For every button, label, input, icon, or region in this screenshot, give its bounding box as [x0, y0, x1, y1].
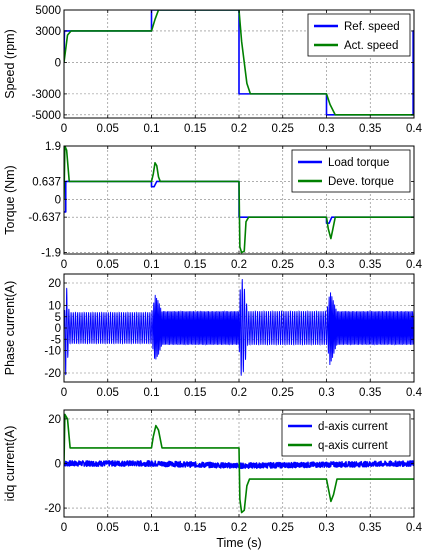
y-tick-label: 0	[55, 323, 61, 335]
x-tick-label: 0	[61, 259, 67, 271]
x-tick-label: 0.15	[184, 259, 206, 271]
x-tick-label: 0.4	[406, 259, 423, 271]
y-tick-label: -1.9	[41, 248, 61, 260]
y-tick-label: 0	[55, 459, 61, 471]
y-tick-label: -20	[44, 503, 61, 515]
x-tick-label: 0.05	[97, 522, 119, 534]
legend: d-axis current q-axis current	[281, 413, 411, 457]
plot-data	[64, 146, 414, 254]
x-tick-label: 0.25	[272, 259, 294, 271]
x-tick-label: 0.4	[406, 522, 423, 534]
x-tick-label: 0.4	[406, 387, 423, 399]
x-tick-label: 0.35	[359, 259, 381, 271]
legend-box	[281, 413, 411, 457]
y-tick-label: -5	[51, 334, 61, 346]
x-tick-label: 0.2	[231, 522, 247, 534]
y-tick-label: -3000	[32, 89, 61, 101]
series-line-2	[64, 146, 414, 254]
x-tick-label: 0.2	[231, 259, 247, 271]
legend-box	[307, 13, 411, 57]
plot-data	[64, 413, 414, 514]
y-axis-label: Speed (rpm)	[3, 29, 17, 98]
legend: Ref. speed Act. speed	[307, 13, 411, 57]
y-tick-label: 5000	[35, 5, 61, 17]
y-axis-label: Phase current(A)	[3, 281, 17, 375]
x-tick-label: 0	[61, 522, 67, 534]
x-tick-label: 0.05	[97, 387, 119, 399]
x-tick-label: 0.35	[359, 387, 381, 399]
y-tick-label: -5000	[32, 110, 61, 122]
legend-label-2: Act. speed	[344, 40, 398, 52]
legend-label-1: Ref. speed	[344, 21, 400, 33]
x-tick-label: 0.35	[359, 123, 381, 135]
x-tick-label: 0.3	[319, 387, 335, 399]
y-tick-label: 1.9	[45, 141, 61, 153]
y-tick-label: -10	[44, 346, 61, 358]
x-tick-label: 0.3	[319, 522, 335, 534]
x-tick-label: 0.05	[97, 259, 119, 271]
x-tick-label: 0.25	[272, 123, 294, 135]
y-tick-label: -20	[44, 368, 61, 380]
x-tick-label: 0	[61, 387, 67, 399]
x-tick-label: 0.4	[406, 123, 423, 135]
legend-label-2: Deve. torque	[328, 176, 394, 188]
x-tick-label: 0.35	[359, 522, 381, 534]
x-tick-label: 0.15	[184, 522, 206, 534]
legend-label-1: Load torque	[328, 157, 389, 169]
x-tick-label: 0.1	[144, 522, 160, 534]
x-tick-label: 0.2	[231, 123, 247, 135]
y-tick-label: 3000	[35, 26, 61, 38]
x-tick-label: 0	[61, 123, 67, 135]
chart-panel-2: 0 0.05 0.1 0.15 0.2 0.25 0.3 0.35 0.4 -1.9 -0.637 0…	[3, 141, 423, 271]
x-tick-label: 0.25	[272, 387, 294, 399]
legend-label-2: q-axis current	[318, 440, 388, 452]
x-tick-label: 0.3	[319, 123, 335, 135]
y-tick-label: 10	[48, 301, 61, 313]
legend-box	[291, 149, 411, 193]
y-axis-label: idq current(A)	[3, 426, 17, 502]
y-tick-label: 5	[55, 312, 61, 324]
chart-panel-1: 0 0.05 0.1 0.15 0.2 0.25 0.3 0.35 0.4 -5000 -3000 0…	[3, 5, 423, 135]
x-axis-label: Time (s)	[216, 536, 261, 550]
y-tick-label: 0.637	[32, 176, 61, 188]
x-tick-label: 0.15	[184, 123, 206, 135]
x-tick-label: 0.3	[319, 259, 335, 271]
y-tick-label: 0	[55, 194, 61, 206]
y-axis-label: Torque (Nm)	[3, 165, 17, 234]
y-tick-label: 0	[55, 57, 61, 69]
x-tick-label: 0.1	[144, 387, 160, 399]
x-tick-label: 0.15	[184, 387, 206, 399]
x-tick-label: 0.2	[231, 387, 247, 399]
x-tick-label: 0.1	[144, 259, 160, 271]
plot-data	[64, 278, 414, 376]
plot-data	[64, 10, 414, 116]
legend-label-1: d-axis current	[318, 421, 388, 433]
legend: Load torque Deve. torque	[291, 149, 411, 193]
chart-panel-3: 0 0.05 0.1 0.15 0.2 0.25 0.3 0.35 0.4-20-10-5051…	[3, 273, 423, 399]
series-line-2	[64, 10, 414, 116]
y-tick-label: 20	[48, 414, 61, 426]
y-tick-label: 20	[48, 278, 61, 290]
x-tick-label: 0.25	[272, 522, 294, 534]
x-tick-label: 0.05	[97, 123, 119, 135]
x-tick-label: 0.1	[144, 123, 160, 135]
phase-current-line	[64, 278, 414, 376]
series-line-2	[64, 413, 414, 514]
y-tick-label: -0.637	[28, 212, 61, 224]
